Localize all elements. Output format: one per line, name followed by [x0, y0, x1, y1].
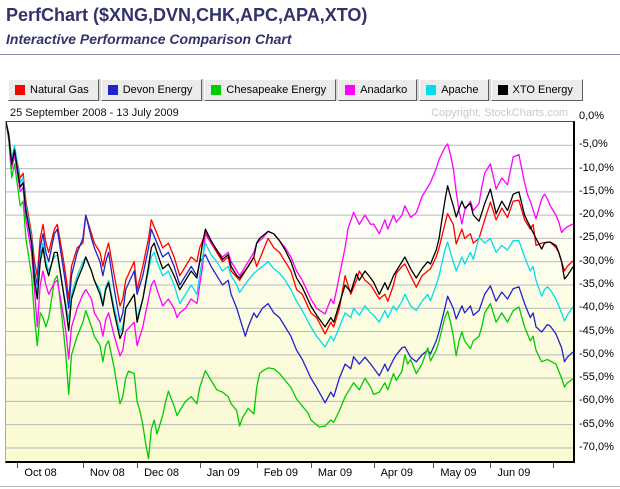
title-divider: [0, 54, 620, 55]
legend-button-anadarko[interactable]: Anadarko: [338, 79, 418, 101]
legend-button-apache[interactable]: Apache: [419, 79, 489, 101]
y-axis-label: -40,0%: [579, 301, 614, 314]
month-tick: [199, 463, 201, 468]
series-line-xto-energy: [6, 122, 573, 340]
month-tick: [490, 463, 492, 468]
legend-label: Devon Energy: [122, 84, 193, 96]
series-line-chesapeake-energy: [6, 122, 573, 460]
x-axis-label: Oct 08: [24, 467, 57, 479]
y-axis-label: -65,0%: [579, 417, 614, 430]
y-axis-label: -60,0%: [579, 394, 614, 407]
y-axis-label: -45,0%: [579, 324, 614, 337]
natural-gas-color-swatch-icon: [15, 85, 25, 95]
x-axis-label: Feb 09: [263, 467, 298, 479]
series-line-apache: [6, 122, 573, 348]
page-subtitle: Interactive Performance Comparison Chart: [6, 31, 292, 47]
legend-button-chesapeake-energy[interactable]: Chesapeake Energy: [204, 79, 337, 101]
performance-line-chart: [6, 122, 573, 460]
x-axis-label: Jan 09: [206, 467, 240, 479]
plot-area: [5, 121, 575, 463]
legend-label: Chesapeake Energy: [226, 84, 327, 96]
legend-label: Anadarko: [360, 84, 408, 96]
month-tick: [433, 463, 435, 468]
y-axis-label: 0,0%: [579, 110, 605, 122]
y-axis-label: -20,0%: [579, 208, 614, 221]
month-tick: [373, 463, 375, 468]
legend-button-xto-energy[interactable]: XTO Energy: [490, 79, 583, 101]
y-axis-label: -30,0%: [579, 254, 614, 267]
legend-bar: Natural Gas Devon Energy Chesapeake Ener…: [8, 79, 583, 101]
month-tick: [310, 463, 312, 468]
page-title: PerfChart ($XNG,DVN,CHK,APC,APA,XTO): [6, 5, 368, 25]
y-axis-label: -10,0%: [579, 161, 614, 174]
xto-energy-color-swatch-icon: [497, 85, 508, 95]
x-axis-label: Nov 08: [89, 467, 125, 479]
month-tick: [82, 463, 84, 468]
legend-label: Natural Gas: [30, 84, 89, 96]
month-tick: [17, 463, 19, 468]
legend-label: XTO Energy: [512, 84, 573, 96]
month-tick: [137, 463, 139, 468]
month-tick: [553, 463, 555, 468]
series-line-devon-energy: [6, 122, 573, 404]
apache-color-swatch-icon: [426, 85, 437, 95]
date-range-label: 25 September 2008 - 13 July 2009: [10, 107, 179, 119]
y-axis-label: -25,0%: [579, 231, 614, 244]
chesapeake-energy-color-swatch-icon: [211, 85, 222, 95]
y-axis-label: -35,0%: [579, 277, 614, 290]
legend-button-devon-energy[interactable]: Devon Energy: [100, 79, 203, 101]
y-axis-label: -55,0%: [579, 371, 614, 384]
devon-energy-color-swatch-icon: [107, 85, 118, 95]
bottom-divider: [0, 486, 620, 487]
legend-button-natural-gas[interactable]: Natural Gas: [8, 79, 99, 101]
x-axis-label: May 09: [440, 467, 477, 479]
y-axis-label: -5,0%: [579, 138, 608, 151]
x-axis-label: Jun 09: [497, 467, 531, 479]
y-axis-label: -15,0%: [579, 184, 614, 197]
month-tick: [256, 463, 258, 468]
anadarko-color-swatch-icon: [345, 85, 356, 95]
series-line-natural-gas: [6, 122, 573, 335]
legend-label: Apache: [441, 84, 479, 96]
y-axis-label: -70,0%: [579, 440, 614, 453]
x-axis-label: Mar 09: [317, 467, 353, 479]
x-axis-label: Dec 08: [144, 467, 179, 479]
y-axis-label: -50,0%: [579, 347, 614, 360]
x-axis-label: Apr 09: [380, 467, 414, 479]
copyright-label: Copyright, StockCharts.com: [431, 107, 568, 119]
